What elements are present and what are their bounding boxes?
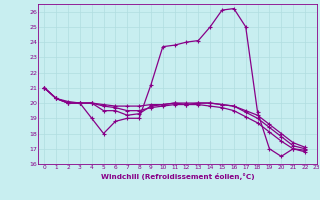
X-axis label: Windchill (Refroidissement éolien,°C): Windchill (Refroidissement éolien,°C) [101, 173, 254, 180]
